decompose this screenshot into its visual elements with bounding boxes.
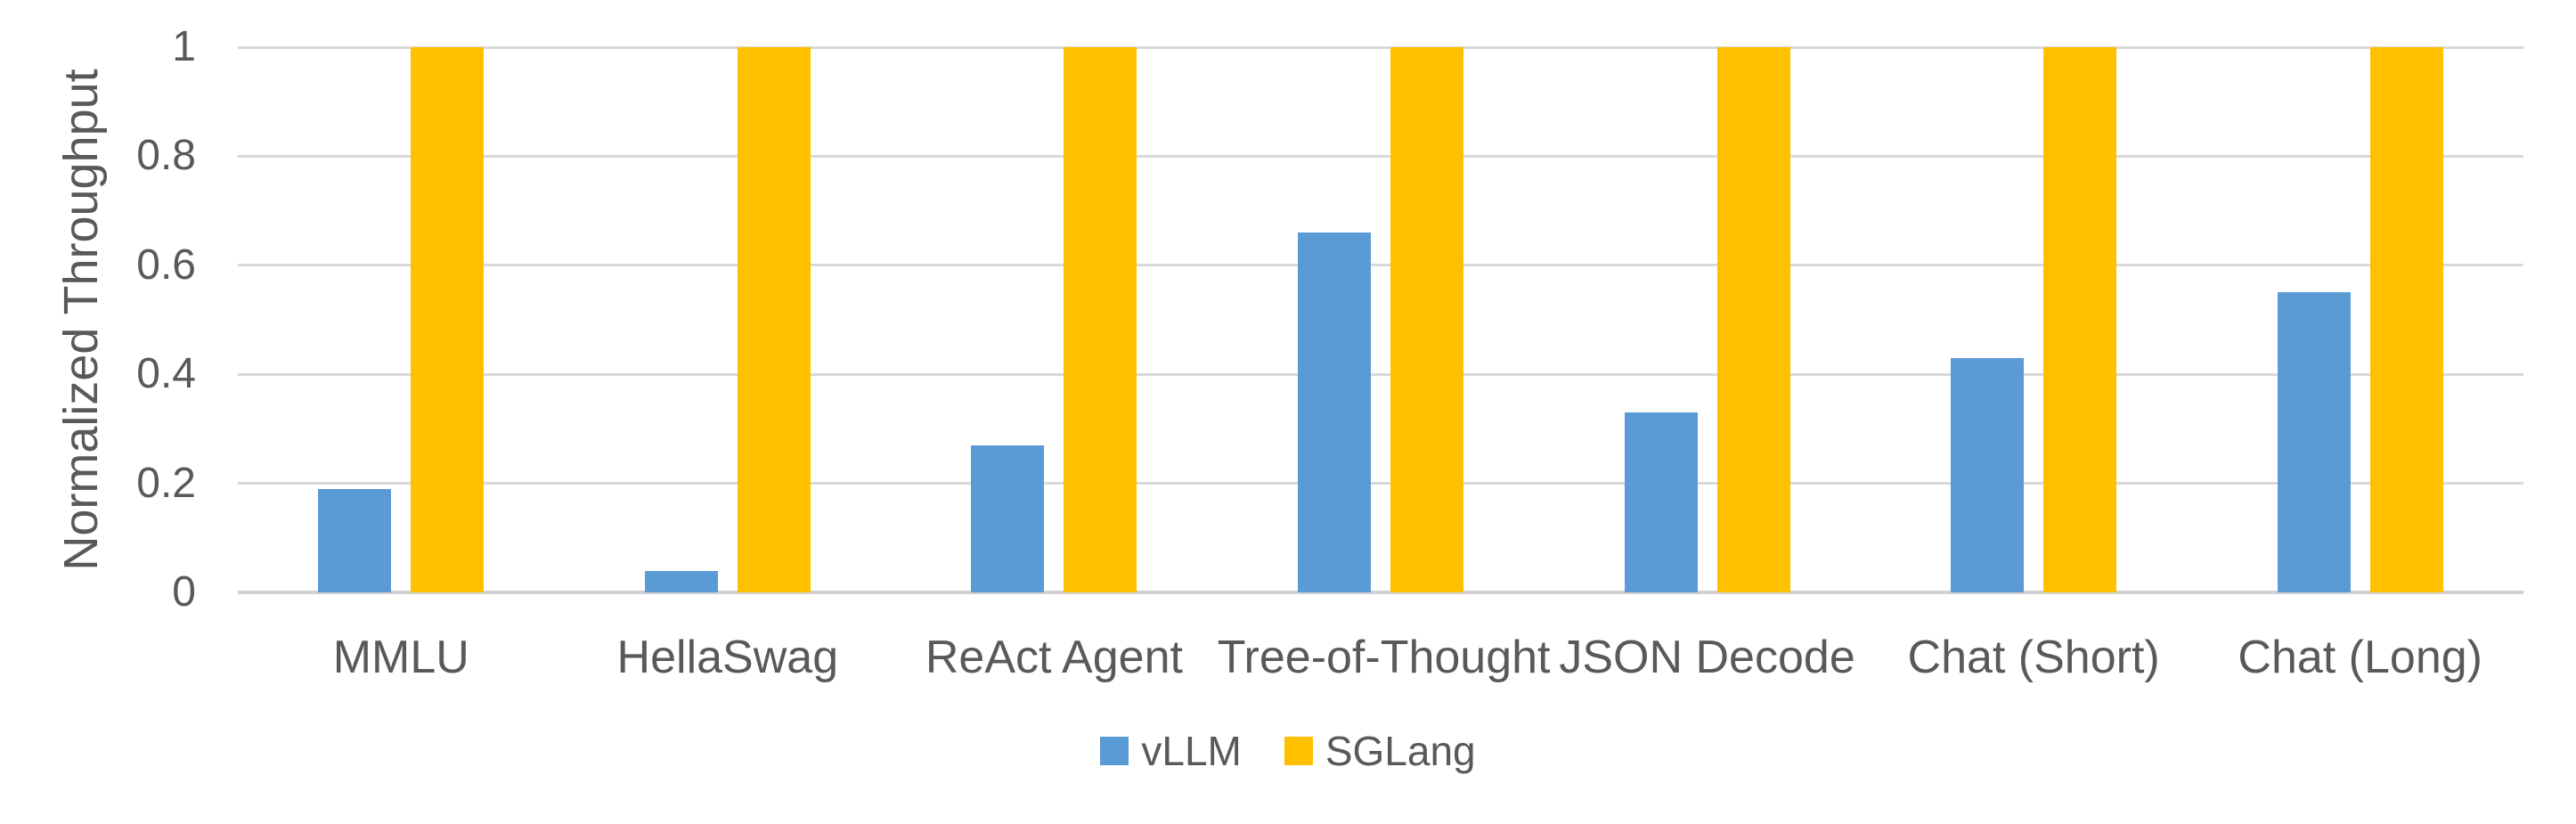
bar-sglang-chat-short (2043, 47, 2117, 592)
y-tick-label-0.4: 0.4 (136, 350, 196, 398)
x-tick-label-json-decode: JSON Decode (1559, 632, 1855, 683)
bar-sglang-mmlu (411, 47, 485, 592)
bar-vllm-hellaswag (644, 570, 718, 592)
legend-label-vllm: vLLM (1141, 728, 1242, 774)
x-tick-label-react-agent: ReAct Agent (925, 632, 1183, 683)
bar-sglang-chat-long (2369, 47, 2443, 592)
chart-legend: vLLM SGLang (0, 729, 2576, 773)
x-tick-label-hellaswag: HellaSwag (616, 632, 839, 683)
legend-label-sglang: SGLang (1325, 728, 1476, 774)
y-tick-label-1: 1 (172, 23, 196, 70)
gridline-y-1 (238, 45, 2523, 49)
x-tick-label-tree-of-thought: Tree-of-Thought (1217, 632, 1551, 683)
x-tick-label-mmlu: MMLU (332, 632, 469, 683)
legend-item-vllm: vLLM (1100, 728, 1242, 774)
y-tick-label-0.8: 0.8 (136, 132, 196, 180)
x-tick-label-chat-long: Chat (Long) (2238, 632, 2482, 683)
y-tick-label-0: 0 (172, 568, 196, 616)
legend-swatch-sglang (1284, 737, 1313, 765)
y-tick-label-0.2: 0.2 (136, 459, 196, 507)
gridline-y-0.8 (238, 154, 2523, 158)
gridline-y-0.6 (238, 264, 2523, 267)
bar-sglang-hellaswag (737, 47, 811, 592)
bar-vllm-chat-long (2277, 292, 2351, 592)
x-tick-label-chat-short: Chat (Short) (1907, 632, 2160, 683)
gridline-y-0.2 (238, 482, 2523, 485)
legend-swatch-vllm (1100, 737, 1129, 765)
bar-vllm-chat-short (1951, 357, 2025, 592)
legend-item-sglang: SGLang (1284, 730, 1476, 771)
gridline-y-0.4 (238, 372, 2523, 376)
bar-sglang-react-agent (1064, 47, 1137, 592)
bar-sglang-json-decode (1716, 47, 1790, 592)
bar-vllm-tree-of-thought (1298, 233, 1371, 592)
x-axis-line (238, 591, 2523, 594)
bar-vllm-react-agent (971, 445, 1045, 592)
bar-sglang-tree-of-thought (1390, 47, 1463, 592)
bar-vllm-mmlu (318, 488, 392, 592)
bar-vllm-json-decode (1624, 412, 1698, 592)
y-tick-label-0.6: 0.6 (136, 241, 196, 289)
